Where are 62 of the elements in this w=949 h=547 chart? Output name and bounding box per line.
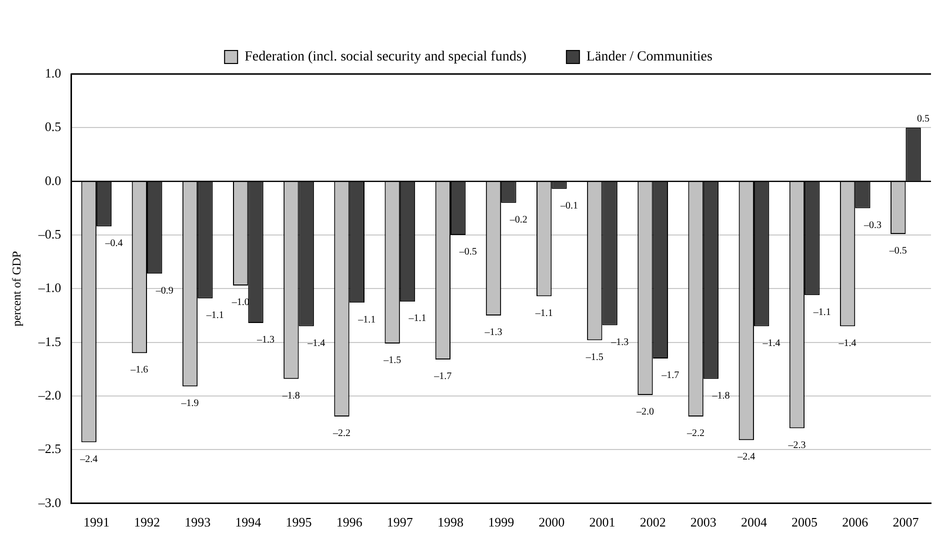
data-label: –2.4 [736, 452, 756, 463]
data-label: –0.1 [559, 200, 578, 212]
x-tick-label: 2000 [538, 514, 565, 530]
y-tick-label: –1.5 [37, 334, 62, 349]
data-label: –1.6 [130, 364, 148, 376]
y-tick-label: –3.0 [37, 494, 62, 510]
data-label: –1.8 [711, 390, 730, 402]
data-label: –1.1 [812, 306, 831, 318]
data-label: –0.5 [458, 246, 477, 258]
x-tick-label: 1991 [83, 514, 110, 530]
data-label: –0.5 [888, 246, 907, 257]
data-label: –1.5 [382, 355, 402, 366]
x-tick-label: 1998 [437, 514, 464, 530]
y-tick-label: –1.0 [37, 280, 62, 296]
x-tick-label: 1992 [134, 514, 160, 530]
data-label: –1.3 [484, 327, 502, 338]
x-tick-label: 2004 [740, 514, 768, 530]
data-label: –1.4 [838, 338, 856, 349]
data-label: –1.7 [660, 370, 680, 382]
data-label: –0.9 [154, 285, 174, 296]
legend-label: Federation (incl. social security and special funds) [244, 50, 527, 65]
data-label: –0.3 [862, 220, 882, 231]
x-tick-label: 2002 [640, 514, 666, 530]
legend-label: Länder / Communities [586, 50, 712, 65]
x-tick-label: 1996 [336, 514, 363, 530]
data-label: –2.3 [787, 440, 806, 451]
x-tick-label: 1993 [184, 514, 211, 530]
data-label: –1.4 [306, 338, 326, 349]
data-label: 0.5 [917, 113, 930, 124]
data-label: –1.8 [281, 390, 300, 402]
data-label: –1.1 [205, 310, 224, 321]
data-label: –1.1 [408, 313, 426, 324]
data-label: –2.4 [79, 454, 98, 465]
data-label: –2.0 [635, 406, 654, 418]
y-tick-label: –2.5 [37, 441, 62, 456]
y-tick-label: 0.5 [44, 119, 62, 134]
data-label: –1.3 [256, 334, 275, 346]
y-tick-label: –0.5 [37, 226, 62, 242]
x-tick-label: 2005 [792, 514, 818, 530]
x-tick-label: 2007 [892, 514, 920, 530]
data-label: –1.5 [584, 352, 604, 363]
y-tick-label: 0.0 [44, 172, 62, 188]
data-label: –2.2 [332, 428, 350, 440]
data-label: –1.9 [180, 398, 199, 410]
y-tick-label: 1.0 [44, 65, 62, 80]
x-tick-label: 2006 [842, 514, 869, 530]
x-tick-label: 1997 [386, 514, 414, 530]
data-label: –1.1 [534, 308, 553, 319]
x-tick-label: 1995 [286, 514, 312, 530]
x-tick-label: 1994 [235, 514, 262, 530]
data-label: –0.4 [104, 238, 123, 250]
x-tick-label: 1999 [488, 514, 514, 530]
y-tick-label: –2.0 [37, 387, 62, 402]
data-label: –2.2 [686, 428, 705, 440]
data-label: –0.2 [508, 214, 528, 226]
x-tick-label: 2003 [690, 514, 716, 530]
data-label: –1.1 [357, 314, 376, 326]
x-tick-label: 2001 [589, 514, 616, 530]
data-label: –1.3 [610, 336, 629, 348]
y-axis-title: percent of GDP [9, 250, 24, 326]
data-label: –1.4 [762, 338, 780, 349]
data-label: –1.7 [433, 371, 452, 382]
